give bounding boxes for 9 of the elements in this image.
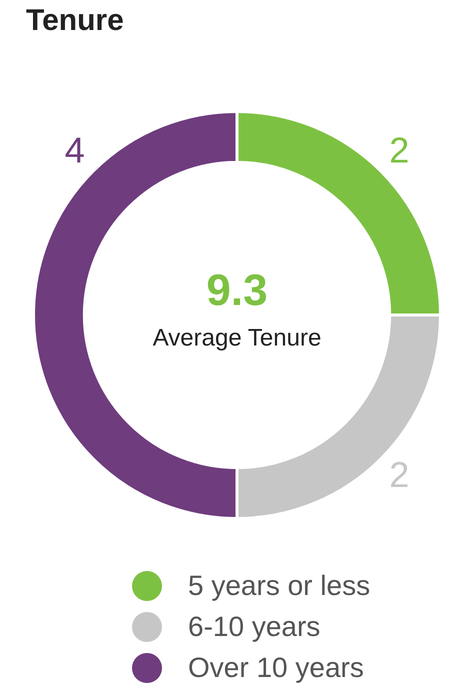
text: 9.3	[206, 266, 268, 316]
data-label: 2	[389, 130, 410, 171]
legend-label: Over 10 years	[188, 652, 364, 684]
legend-label: 6-10 years	[188, 610, 320, 642]
chart-title: Tenure	[26, 4, 124, 38]
data-label: 2	[389, 454, 410, 496]
text: Average Tenure	[152, 324, 322, 352]
data-label: 4	[64, 130, 85, 171]
legend-label: 5 years or less	[188, 570, 370, 602]
